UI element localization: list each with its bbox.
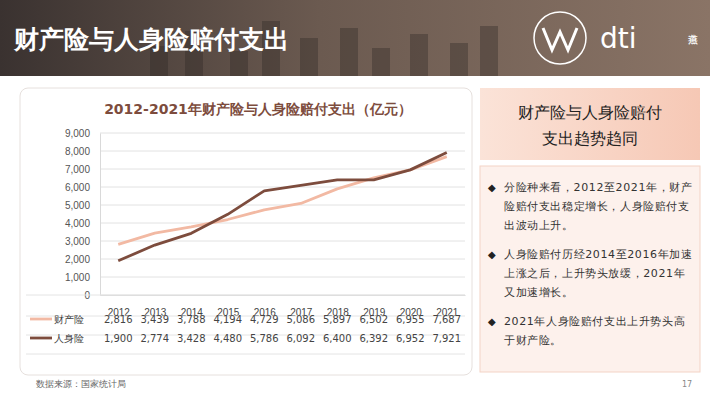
skyline [372,48,390,76]
y-tick-label: 4,000 [65,218,90,229]
chart-title: 2012-2021年财产险与人身险赔付支出（亿元） [104,101,412,117]
y-tick-label: 6,000 [65,182,90,193]
page-number: 17 [682,380,692,389]
grid [100,133,465,295]
table-value: 4,480 [213,333,242,344]
header-title: 财产险与人身险赔付支出 [13,25,289,54]
y-axis: 01,0002,0003,0004,0005,0006,0007,0008,00… [65,128,101,301]
legend-swatch [30,318,52,321]
y-tick: 2,000 [65,254,100,265]
grid-line [100,133,465,134]
bullet: 人身险赔付历经2014至2016年加速上涨之后，上升势头放缓，2021年又加速增… [488,245,696,302]
y-tick-label: 2,000 [65,254,90,265]
source-note: 数据来源：国家统计局 [36,379,126,389]
sidebar-body-bg [480,166,700,372]
y-tick-label: 9,000 [65,128,90,139]
table-value: 4,194 [213,314,242,325]
grid-line [100,151,465,152]
y-tick: 4,000 [65,218,100,229]
table-rule [26,295,465,296]
table-value: 7,687 [432,314,461,325]
chart-panel [20,88,472,375]
y-tick: 7,000 [65,164,100,175]
table-value: 5,786 [250,333,279,344]
legend-label: 财产险 [54,314,84,325]
table-value: 3,439 [140,314,169,325]
sidebar-heading: 支出趋势趋同 [542,129,638,148]
skyline [340,28,358,76]
skyline [480,26,498,76]
table-value: 7,921 [432,333,461,344]
skyline [410,34,428,76]
table-value: 4,729 [250,314,279,325]
table-value: 3,788 [177,314,206,325]
y-tick: 3,000 [65,236,100,247]
grid-line [100,241,465,242]
logo-side: 燕道 [688,34,698,45]
skyline [230,51,248,76]
y-tick-label: 1,000 [65,272,90,283]
logo-text: dti [600,22,637,55]
skyline [450,43,468,76]
y-tick: 6,000 [65,182,100,193]
series-line [118,152,447,260]
y-tick-label: 7,000 [65,164,90,175]
y-tick-label: 3,000 [65,236,90,247]
y-tick-label: 8,000 [65,146,90,157]
data-table: 财产险 2,816 3,439 3,788 4,194 4,729 5,086 5,897 6,… [26,295,465,354]
grid-line [100,223,465,224]
y-tick: 5,000 [65,200,100,211]
header-bg [0,0,710,76]
table-value: 3,428 [177,333,206,344]
table-value: 6,955 [396,314,425,325]
y-tick: 8,000 [65,146,100,157]
table-value: 6,092 [286,333,315,344]
series-line [118,157,447,245]
table-value: 6,952 [396,333,425,344]
grid-line [100,259,465,260]
table-value: 2,816 [104,314,133,325]
grid-line [100,277,465,278]
table-value: 1,900 [104,333,133,344]
sidebar-head-bg [480,88,700,160]
slide: 财产险与人身险赔付支出 dti 燕道 2012-2021年财产险与人身险赔付支出（亿元… [0,0,710,399]
y-tick: 9,000 [65,128,100,139]
y-tick: 1,000 [65,272,100,283]
sidebar-heading: 财产险与人身险赔付 [518,103,662,122]
bullets: 分险种来看，2012至2021年，财产险赔付支出稳定增长，人身险赔付支出波动上升… [488,178,696,360]
plot [118,152,447,260]
table-value: 5,897 [323,314,352,325]
table-value: 6,502 [359,314,388,325]
y-tick-label: 5,000 [65,200,90,211]
y-axis-line [100,134,101,296]
table-rule [26,354,465,355]
table-value: 5,086 [286,314,315,325]
table-value: 2,774 [140,333,169,344]
legend-label: 人身险 [54,333,84,344]
table-value: 6,392 [359,333,388,344]
legend-swatch [30,337,52,340]
logo-ring [534,12,586,64]
table-value: 6,400 [323,333,352,344]
logo-mark [543,28,577,50]
bullet: 分险种来看，2012至2021年，财产险赔付支出稳定增长，人身险赔付支出波动上升… [488,178,696,235]
bullet: 2021年人身险赔付支出上升势头高于财产险。 [488,312,696,350]
skyline [300,38,318,76]
